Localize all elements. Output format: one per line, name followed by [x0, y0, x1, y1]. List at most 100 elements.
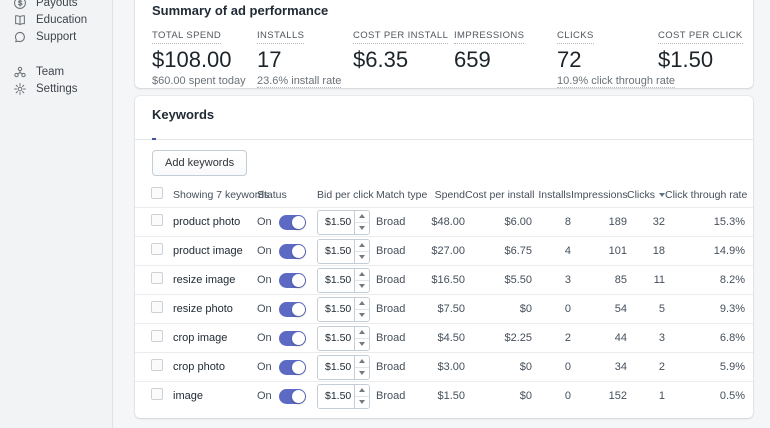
impressions-value: 34 — [614, 361, 627, 373]
metric-label[interactable]: INSTALLS — [257, 31, 305, 44]
bid-per-click-input[interactable] — [318, 297, 354, 321]
stepper-down-button[interactable] — [355, 337, 369, 350]
row-checkbox[interactable] — [151, 272, 163, 284]
cost-per-install-value: $5.50 — [504, 274, 532, 286]
sidebar-item-label: Payouts — [36, 0, 78, 9]
chevron-down-icon — [359, 371, 365, 375]
select-all-checkbox[interactable] — [151, 186, 163, 199]
column-header-cost-per-install[interactable]: Cost per install — [465, 188, 535, 201]
stepper-down-button[interactable] — [355, 366, 369, 379]
bid-per-click-input[interactable] — [318, 384, 354, 408]
row-checkbox[interactable] — [151, 330, 163, 342]
row-checkbox[interactable] — [151, 301, 163, 313]
toggle-knob — [291, 273, 305, 287]
stepper-up-button[interactable] — [355, 326, 369, 338]
sidebar: Payouts Education Support Team Settings — [0, 0, 113, 428]
table-header-row: Showing 7 keywords Status Bid per click … — [135, 182, 753, 207]
column-header-impressions[interactable]: Impressions — [571, 188, 628, 201]
stepper-down-button[interactable] — [355, 395, 369, 408]
row-checkbox[interactable] — [151, 214, 163, 226]
stepper-up-button[interactable] — [355, 210, 369, 222]
keyword-name: resize photo — [173, 303, 233, 315]
row-checkbox[interactable] — [151, 243, 163, 255]
status-toggle[interactable] — [278, 243, 306, 259]
metric-label[interactable]: COST PER CLICK — [658, 31, 743, 44]
column-header-installs[interactable]: Installs — [538, 188, 571, 201]
click-through-rate-value: 8.2% — [719, 274, 745, 286]
summary-metrics: TOTAL SPEND $108.00 $60.00 spent today I… — [135, 25, 753, 88]
metric-value: 17 — [257, 47, 282, 72]
stepper-up-button[interactable] — [355, 355, 369, 367]
bid-per-click-input[interactable] — [318, 239, 354, 263]
clicks-value: 18 — [652, 245, 665, 257]
stepper-up-button[interactable] — [355, 239, 369, 251]
row-checkbox[interactable] — [151, 388, 163, 400]
column-header-bid-per-click[interactable]: Bid per click — [317, 188, 374, 201]
stepper-up-button[interactable] — [355, 268, 369, 280]
bid-stepper — [354, 384, 369, 408]
metric-label[interactable]: IMPRESSIONS — [454, 31, 525, 44]
bid-per-click-input[interactable] — [318, 210, 354, 234]
status-label: On — [257, 390, 272, 402]
impressions-value: 44 — [614, 332, 627, 344]
column-header-match-type[interactable]: Match type — [376, 188, 428, 201]
bid-per-click-input[interactable] — [318, 326, 354, 350]
column-header-spend[interactable]: Spend — [434, 188, 465, 201]
keyword-table-row: product image On Broad $27.00 $6.75 4 10… — [135, 236, 753, 265]
sidebar-item-support[interactable]: Support — [0, 28, 112, 45]
column-header-status[interactable]: Status — [257, 188, 287, 201]
column-header-clicks[interactable]: Clicks — [627, 189, 665, 201]
summary-metric: COST PER CLICK $1.50 — [658, 25, 743, 71]
stepper-down-button[interactable] — [355, 279, 369, 292]
sidebar-item-settings[interactable]: Settings — [0, 80, 112, 97]
sidebar-item-payouts[interactable]: Payouts — [0, 0, 112, 11]
clicks-header-label: Clicks — [627, 188, 655, 201]
stepper-up-button[interactable] — [355, 297, 369, 309]
metric-subtext: 23.6% install rate — [257, 75, 342, 88]
sidebar-divider-gap — [0, 45, 112, 63]
keywords-tab-keywords[interactable] — [152, 129, 156, 140]
stepper-up-button[interactable] — [355, 384, 369, 396]
sidebar-item-team[interactable]: Team — [0, 63, 112, 80]
bid-per-click-field — [317, 383, 370, 409]
sidebar-item-education[interactable]: Education — [0, 11, 112, 28]
installs-value: 4 — [564, 245, 571, 257]
click-through-rate-value: 15.3% — [713, 216, 745, 228]
summary-card: Summary of ad performance TOTAL SPEND $1… — [135, 0, 753, 88]
row-checkbox[interactable] — [151, 359, 163, 371]
chevron-down-icon — [359, 313, 365, 317]
status-toggle[interactable] — [278, 388, 306, 404]
bid-per-click-input[interactable] — [318, 355, 354, 379]
status-toggle[interactable] — [278, 330, 306, 346]
summary-metric: TOTAL SPEND $108.00 $60.00 spent today — [152, 25, 246, 89]
metric-label[interactable]: TOTAL SPEND — [152, 31, 222, 44]
stepper-down-button[interactable] — [355, 250, 369, 263]
keywords-tabs — [135, 129, 753, 140]
metric-label[interactable]: COST PER INSTALL — [353, 31, 449, 44]
status-toggle[interactable] — [278, 359, 306, 375]
clicks-value: 32 — [652, 216, 665, 228]
add-keywords-button[interactable]: Add keywords — [152, 150, 248, 176]
status-toggle[interactable] — [278, 301, 306, 317]
installs-value: 3 — [564, 274, 571, 286]
stepper-down-button[interactable] — [355, 308, 369, 321]
status-toggle[interactable] — [278, 272, 306, 288]
keywords-tab-negative-keywords[interactable] — [190, 129, 194, 140]
match-type-value: Broad — [376, 216, 406, 228]
status-toggle[interactable] — [278, 214, 306, 230]
support-icon — [14, 31, 25, 42]
click-through-rate-value: 6.8% — [719, 332, 745, 344]
keyword-table-row: resize image On Broad $16.50 $5.50 3 85 … — [135, 265, 753, 294]
column-header-click-through-rate[interactable]: Click through rate — [665, 188, 748, 201]
metric-label[interactable]: CLICKS — [557, 31, 594, 44]
sidebar-item-label: Education — [36, 13, 88, 26]
match-type-value: Broad — [376, 274, 406, 286]
table-body: product photo On Broad $48.00 $6.00 8 18… — [135, 207, 753, 410]
keywords-tab-search-terms[interactable] — [171, 129, 175, 140]
bid-per-click-input[interactable] — [318, 268, 354, 292]
sort-desc-icon — [659, 192, 665, 197]
bid-stepper — [354, 210, 369, 234]
stepper-down-button[interactable] — [355, 221, 369, 234]
match-type-value: Broad — [376, 245, 406, 257]
keyword-table-row: image On Broad $1.50 $0 0 152 1 0.5% — [135, 381, 753, 410]
